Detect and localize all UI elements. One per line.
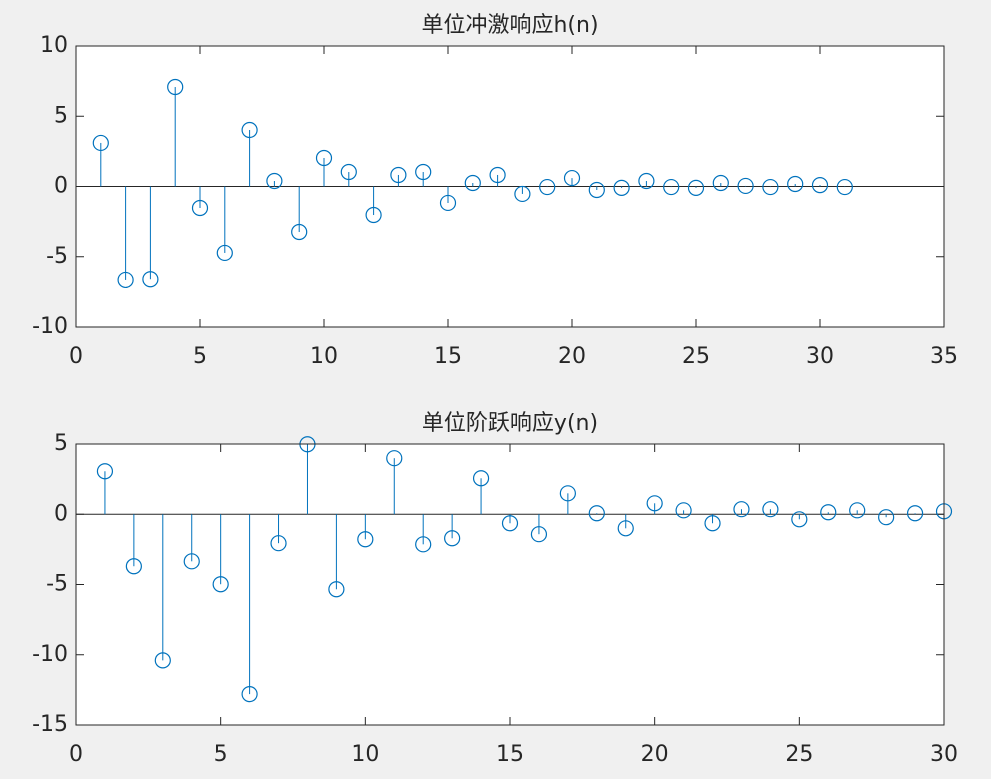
x-tick-label: 0 [69,344,83,369]
x-tick-label: 10 [310,344,338,369]
stem-marker [386,450,403,467]
stem-marker [559,485,576,502]
stem-marker [167,78,184,96]
stem-marker [241,121,258,139]
stem-marker [328,581,345,598]
stem-marker [415,536,432,553]
y-tick-label: 10 [40,33,68,58]
y-tick-label: 0 [54,174,68,199]
stem-marker [811,176,829,194]
stem-marker [588,181,605,199]
stem-marker [183,553,200,570]
x-tick-label: 10 [351,742,379,767]
y-tick-label: -10 [32,314,68,339]
stem-marker [906,505,924,522]
stem-marker [588,505,605,522]
x-tick-label: 25 [785,742,813,767]
stem-marker [291,223,308,241]
stem-marker [737,177,754,195]
stem-marker [712,174,729,192]
x-tick-label: 0 [69,742,83,767]
x-tick-label: 15 [496,742,524,767]
stem-marker [212,576,229,593]
stem-marker [530,526,548,543]
stem-marker [472,470,490,487]
stem-marker [638,172,655,190]
stem-marker [514,185,531,203]
y-tick-label: 5 [54,431,68,456]
stem-marker [501,515,519,532]
stem-marker [415,163,432,181]
stem-marker [241,685,258,703]
stem-marker [489,166,506,184]
stem-marker [154,652,171,669]
y-tick-label: -5 [46,572,68,597]
stem-marker [836,178,853,196]
stem-marker [663,178,680,196]
stem-marker [142,271,159,288]
stem-marker [791,511,808,528]
stem-marker [787,175,804,193]
x-tick-label: 35 [930,344,958,369]
stem-marker [878,509,895,526]
stem-marker [365,206,382,224]
stem-marker [444,530,461,547]
y-tick-label: -15 [32,712,68,737]
stem-marker [439,194,457,212]
stem-marker [613,179,630,197]
y-tick-label: 0 [54,501,68,526]
axes-box [75,45,945,328]
x-tick-label: 20 [558,344,586,369]
stem-marker [733,501,750,518]
stem-marker [117,271,134,289]
stem-marker [191,199,209,217]
x-tick-label: 15 [434,344,462,369]
stem-marker [539,178,556,196]
stem-marker [675,502,692,519]
stem-marker [820,504,837,521]
y-tick-label: 5 [54,103,68,128]
stem-marker [266,172,283,190]
stem-marker [464,174,481,192]
stem-marker [340,163,357,181]
stem-marker [315,149,333,167]
stem-marker [762,501,779,518]
stem-marker [704,515,721,532]
stem-marker [849,502,866,519]
x-tick-label: 30 [930,742,958,767]
stem-marker [270,535,287,552]
x-tick-label: 25 [682,344,710,369]
y-tick-label: -5 [46,244,68,269]
chart-title: 单位阶跃响应y(n) [422,411,598,436]
stem-marker [125,558,142,575]
stem-marker [92,134,109,152]
stem-marker [617,520,634,537]
axes-background [76,444,944,725]
y-tick-label: -10 [32,642,68,667]
axes-box [75,443,945,726]
x-tick-label: 30 [806,344,834,369]
x-tick-label: 20 [641,742,669,767]
stem-marker [390,166,407,184]
stem-marker [563,169,581,187]
stem-marker [216,244,233,262]
stem-marker [762,178,779,196]
x-tick-label: 5 [193,344,207,369]
stem-marker [646,495,663,512]
stem-marker [96,463,114,480]
stem-marker [357,531,374,548]
stem-marker [687,179,705,197]
chart-title: 单位冲激响应h(n) [421,13,598,38]
x-tick-label: 5 [214,742,228,767]
